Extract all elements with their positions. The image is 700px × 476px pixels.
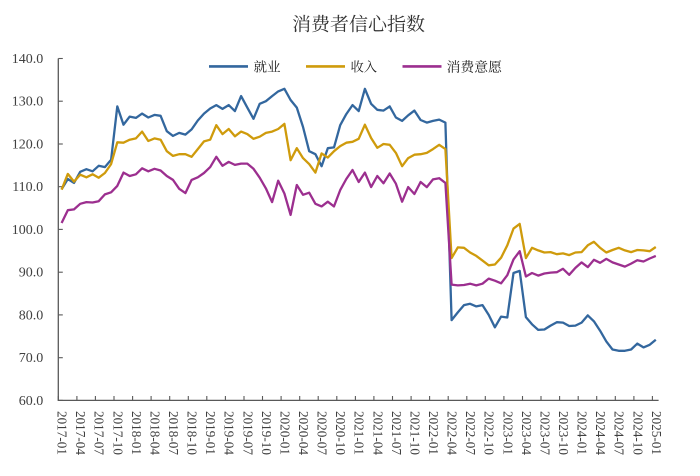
svg-text:2019-01: 2019-01 bbox=[203, 411, 218, 455]
svg-text:2021-07: 2021-07 bbox=[389, 411, 404, 455]
svg-text:80.0: 80.0 bbox=[19, 308, 44, 323]
svg-text:2018-07: 2018-07 bbox=[166, 411, 181, 455]
svg-text:2021-10: 2021-10 bbox=[407, 411, 422, 455]
svg-text:2024-04: 2024-04 bbox=[593, 411, 608, 455]
svg-text:2023-07: 2023-07 bbox=[537, 411, 552, 455]
svg-text:90.0: 90.0 bbox=[19, 266, 44, 281]
svg-text:2020-01: 2020-01 bbox=[277, 411, 292, 455]
svg-text:2024-01: 2024-01 bbox=[575, 411, 590, 455]
svg-text:2019-07: 2019-07 bbox=[240, 411, 255, 455]
svg-text:120.0: 120.0 bbox=[12, 137, 44, 152]
svg-text:2020-04: 2020-04 bbox=[296, 411, 311, 455]
svg-text:2017-01: 2017-01 bbox=[55, 411, 70, 455]
svg-text:110.0: 110.0 bbox=[12, 180, 43, 195]
svg-text:2019-10: 2019-10 bbox=[259, 411, 274, 455]
svg-text:2017-10: 2017-10 bbox=[110, 411, 125, 455]
svg-text:2018-01: 2018-01 bbox=[129, 411, 144, 455]
svg-text:100.0: 100.0 bbox=[12, 223, 44, 238]
svg-text:2018-10: 2018-10 bbox=[185, 411, 200, 455]
svg-text:2018-04: 2018-04 bbox=[148, 411, 163, 455]
svg-text:2023-10: 2023-10 bbox=[556, 411, 571, 455]
svg-text:2020-07: 2020-07 bbox=[315, 411, 330, 455]
svg-text:2024-07: 2024-07 bbox=[612, 411, 627, 455]
svg-text:2017-07: 2017-07 bbox=[92, 411, 107, 455]
svg-text:2022-04: 2022-04 bbox=[445, 411, 460, 455]
svg-text:60.0: 60.0 bbox=[19, 394, 44, 409]
svg-text:2020-10: 2020-10 bbox=[333, 411, 348, 455]
svg-text:130.0: 130.0 bbox=[12, 95, 44, 110]
svg-text:2021-04: 2021-04 bbox=[370, 411, 385, 455]
svg-text:140.0: 140.0 bbox=[12, 52, 44, 67]
svg-text:2022-01: 2022-01 bbox=[426, 411, 441, 455]
svg-text:70.0: 70.0 bbox=[19, 351, 44, 366]
svg-text:2025-01: 2025-01 bbox=[649, 411, 664, 455]
svg-text:2023-04: 2023-04 bbox=[519, 411, 534, 455]
svg-text:2017-04: 2017-04 bbox=[73, 411, 88, 455]
svg-text:2024-10: 2024-10 bbox=[630, 411, 645, 455]
svg-text:2022-10: 2022-10 bbox=[482, 411, 497, 455]
svg-text:2019-04: 2019-04 bbox=[222, 411, 237, 455]
svg-text:2021-01: 2021-01 bbox=[352, 411, 367, 455]
svg-text:2022-07: 2022-07 bbox=[463, 411, 478, 455]
svg-text:2023-01: 2023-01 bbox=[500, 411, 515, 455]
